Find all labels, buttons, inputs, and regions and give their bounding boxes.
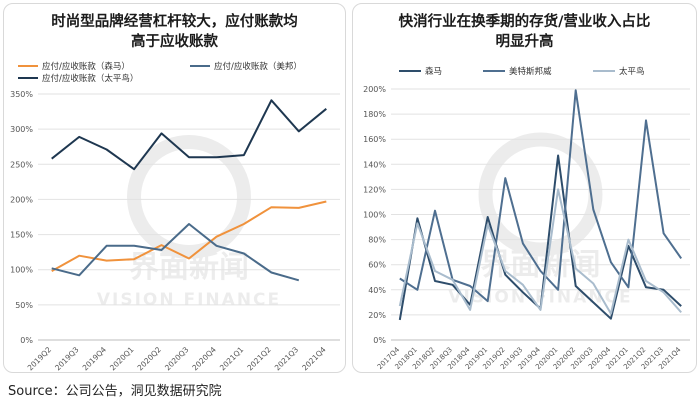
chart-title-line-2: 高于应收账款	[131, 34, 218, 50]
y-tick-label: 50%	[15, 301, 33, 310]
chart-title: 快消行业在换季期的存货/营业收入占比 明显升高	[353, 12, 696, 52]
series-line-2	[51, 223, 300, 282]
series-line-3	[51, 99, 327, 171]
chart-panel-left: 时尚型品牌经营杠杆较大，应付账款均 高于应收账款 界面新闻 VISION FINA…	[3, 3, 346, 373]
y-tick-label: 0%	[373, 336, 386, 345]
legend-label: 应付/应收账款（森马）	[42, 61, 130, 72]
y-tick-label: 100%	[10, 266, 33, 275]
watermark-cn: 界面新闻	[129, 250, 249, 285]
x-tick-label: 2021Q4	[300, 345, 328, 373]
y-tick-label: 200%	[10, 195, 33, 204]
y-tick-label: 150%	[10, 231, 33, 240]
x-tick-label: 2020Q1	[108, 345, 136, 373]
y-tick-label: 20%	[368, 311, 386, 320]
y-tick-label: 80%	[368, 236, 386, 245]
y-tick-label: 250%	[10, 160, 33, 169]
series-line-1	[51, 200, 327, 272]
watermark: 界面新闻 VISION FINANCE	[97, 135, 281, 310]
y-tick-label: 100%	[363, 211, 386, 220]
x-tick-label: 2020Q3	[163, 345, 191, 373]
legend-label: 美特斯邦威	[509, 66, 552, 77]
x-tick-label: 2020Q2	[136, 345, 164, 373]
chart-title-line-2: 明显升高	[495, 34, 554, 50]
watermark-en: VISION FINANCE	[448, 288, 632, 308]
legend-label: 森马	[425, 66, 442, 77]
y-tick-label: 350%	[10, 90, 33, 99]
y-tick-label: 200%	[363, 85, 386, 94]
x-tick-label: 2021Q3	[273, 345, 301, 373]
y-tick-label: 180%	[363, 110, 386, 119]
y-tick-label: 300%	[10, 125, 33, 134]
chart-panel-right: 快消行业在换季期的存货/营业收入占比 明显升高 界面新闻 VISION FINAN…	[352, 3, 697, 373]
legend-label: 太平鸟	[619, 66, 645, 77]
y-tick-label: 40%	[368, 286, 386, 295]
legend-label: 应付/应收账款（美邦）	[214, 61, 302, 72]
series-line-3	[398, 188, 682, 315]
watermark-logo-icon	[127, 135, 251, 259]
source-note: Source：公司公告，洞见数据研究院	[8, 384, 222, 399]
y-tick-label: 120%	[363, 185, 386, 194]
x-tick-label: 2020Q4	[190, 345, 218, 373]
x-tick-label: 2019Q4	[81, 345, 109, 373]
y-tick-label: 160%	[363, 135, 386, 144]
y-tick-label: 60%	[368, 261, 386, 270]
chart-title: 时尚型品牌经营杠杆较大，应付账款均 高于应收账款	[4, 12, 345, 52]
x-tick-label: 2019Q3	[53, 345, 81, 373]
watermark-en: VISION FINANCE	[97, 290, 281, 310]
x-tick-label: 2021Q1	[218, 345, 246, 373]
x-tick-label: 2019Q2	[26, 345, 54, 373]
line-chart-left: 界面新闻 VISION FINANCE 0% 50% 100% 150% 200% 250% 3…	[10, 61, 340, 373]
chart-title-line-1: 时尚型品牌经营杠杆较大，应付账款均	[51, 14, 298, 30]
series-line-2	[399, 89, 683, 303]
x-tick-label: 2021Q2	[245, 345, 273, 373]
y-tick-label: 0%	[20, 336, 33, 345]
y-tick-label: 140%	[363, 160, 386, 169]
chart-title-line-1: 快消行业在换季期的存货/营业收入占比	[398, 14, 651, 30]
legend-label: 应付/应收账款（太平鸟）	[42, 73, 138, 84]
